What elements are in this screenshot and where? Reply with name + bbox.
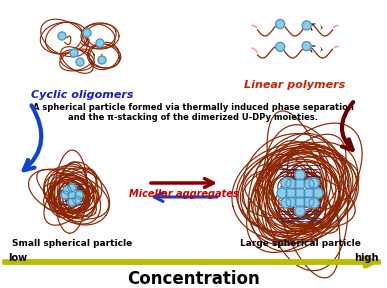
Text: Micellar aggregates: Micellar aggregates bbox=[129, 189, 239, 199]
Circle shape bbox=[96, 39, 104, 47]
Circle shape bbox=[58, 32, 66, 40]
Text: Concentration: Concentration bbox=[127, 270, 259, 288]
Text: low: low bbox=[8, 253, 27, 263]
Circle shape bbox=[277, 188, 287, 198]
Circle shape bbox=[304, 197, 314, 207]
Circle shape bbox=[70, 49, 78, 57]
Circle shape bbox=[295, 206, 305, 216]
Circle shape bbox=[75, 191, 83, 199]
Text: )ₙ: )ₙ bbox=[320, 26, 324, 31]
Circle shape bbox=[68, 184, 76, 192]
Text: )ₙ: )ₙ bbox=[320, 48, 324, 52]
Circle shape bbox=[309, 178, 319, 188]
Text: and the π-stacking of the dimerized U-DPy moieties.: and the π-stacking of the dimerized U-DP… bbox=[68, 113, 318, 122]
Circle shape bbox=[68, 198, 76, 206]
Circle shape bbox=[276, 42, 285, 51]
Circle shape bbox=[295, 170, 305, 180]
Circle shape bbox=[295, 188, 305, 198]
Circle shape bbox=[302, 21, 311, 30]
Text: A spherical particle formed via thermally induced phase separation: A spherical particle formed via thermall… bbox=[33, 103, 353, 113]
Circle shape bbox=[286, 188, 296, 198]
Circle shape bbox=[304, 188, 314, 198]
Circle shape bbox=[295, 179, 305, 189]
Circle shape bbox=[295, 197, 305, 207]
Circle shape bbox=[281, 198, 291, 208]
Circle shape bbox=[83, 29, 91, 37]
Circle shape bbox=[286, 197, 296, 207]
Text: Linear polymers: Linear polymers bbox=[244, 80, 346, 90]
Circle shape bbox=[61, 191, 69, 199]
Circle shape bbox=[276, 20, 285, 29]
Circle shape bbox=[98, 56, 106, 64]
Circle shape bbox=[309, 198, 319, 208]
Circle shape bbox=[68, 191, 76, 199]
Circle shape bbox=[302, 42, 311, 51]
Circle shape bbox=[281, 178, 291, 188]
Circle shape bbox=[286, 179, 296, 189]
Circle shape bbox=[76, 58, 84, 66]
Text: Small spherical particle: Small spherical particle bbox=[12, 240, 132, 249]
Circle shape bbox=[304, 179, 314, 189]
Text: Cyclic oligomers: Cyclic oligomers bbox=[31, 90, 133, 100]
Circle shape bbox=[73, 196, 81, 204]
Text: Large spherical particle: Large spherical particle bbox=[240, 240, 360, 249]
Circle shape bbox=[63, 186, 71, 194]
Text: high: high bbox=[354, 253, 379, 263]
Circle shape bbox=[313, 188, 323, 198]
